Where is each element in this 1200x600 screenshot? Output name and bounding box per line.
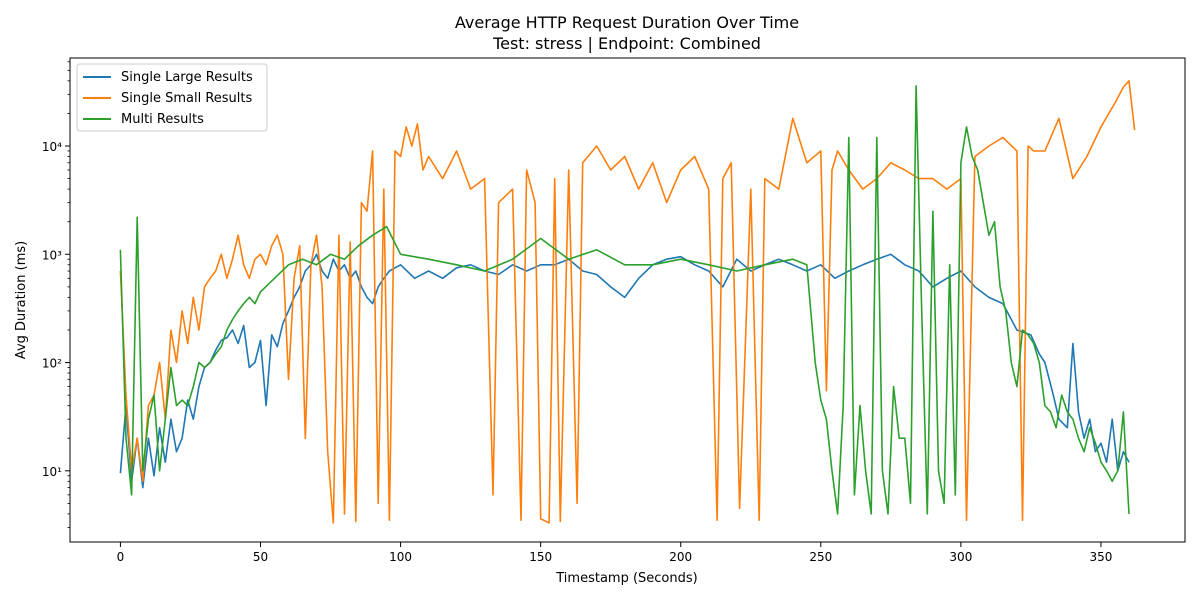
y-tick-label: 10² — [42, 357, 62, 371]
x-axis-ticks: 0 50 100 150 200 250 300 350 — [117, 542, 1113, 564]
plot-frame — [69, 57, 1186, 543]
legend: Single Large Results Single Small Result… — [76, 63, 268, 132]
y-tick-label: 10¹ — [42, 465, 62, 479]
x-tick-label: 350 — [1090, 550, 1113, 564]
series-line-single-small-results — [119, 80, 1136, 524]
x-tick-label: 150 — [529, 550, 552, 564]
y-axis-ticks: 10¹ 10² 10³ 10⁴ — [42, 61, 70, 528]
x-tick-label: 100 — [389, 550, 412, 564]
x-tick-label: 50 — [253, 550, 268, 564]
x-tick-label: 200 — [669, 550, 692, 564]
x-tick-label: 250 — [809, 550, 832, 564]
legend-box — [76, 63, 268, 132]
y-axis-label: Avg Duration (ms) — [14, 241, 29, 359]
chart-title: Average HTTP Request Duration Over Time — [455, 13, 799, 32]
legend-label-single-large: Single Large Results — [121, 70, 253, 85]
legend-label-multi: Multi Results — [121, 112, 204, 127]
x-tick-label: 0 — [117, 550, 125, 564]
chart-subtitle: Test: stress | Endpoint: Combined — [492, 34, 761, 53]
y-tick-label: 10⁴ — [42, 140, 62, 154]
legend-label-single-small: Single Small Results — [121, 91, 253, 106]
x-tick-label: 300 — [949, 550, 972, 564]
y-tick-label: 10³ — [42, 248, 62, 262]
series-line-multi-results — [119, 85, 1130, 515]
series-lines — [119, 80, 1136, 524]
x-axis-label: Timestamp (Seconds) — [555, 571, 697, 586]
